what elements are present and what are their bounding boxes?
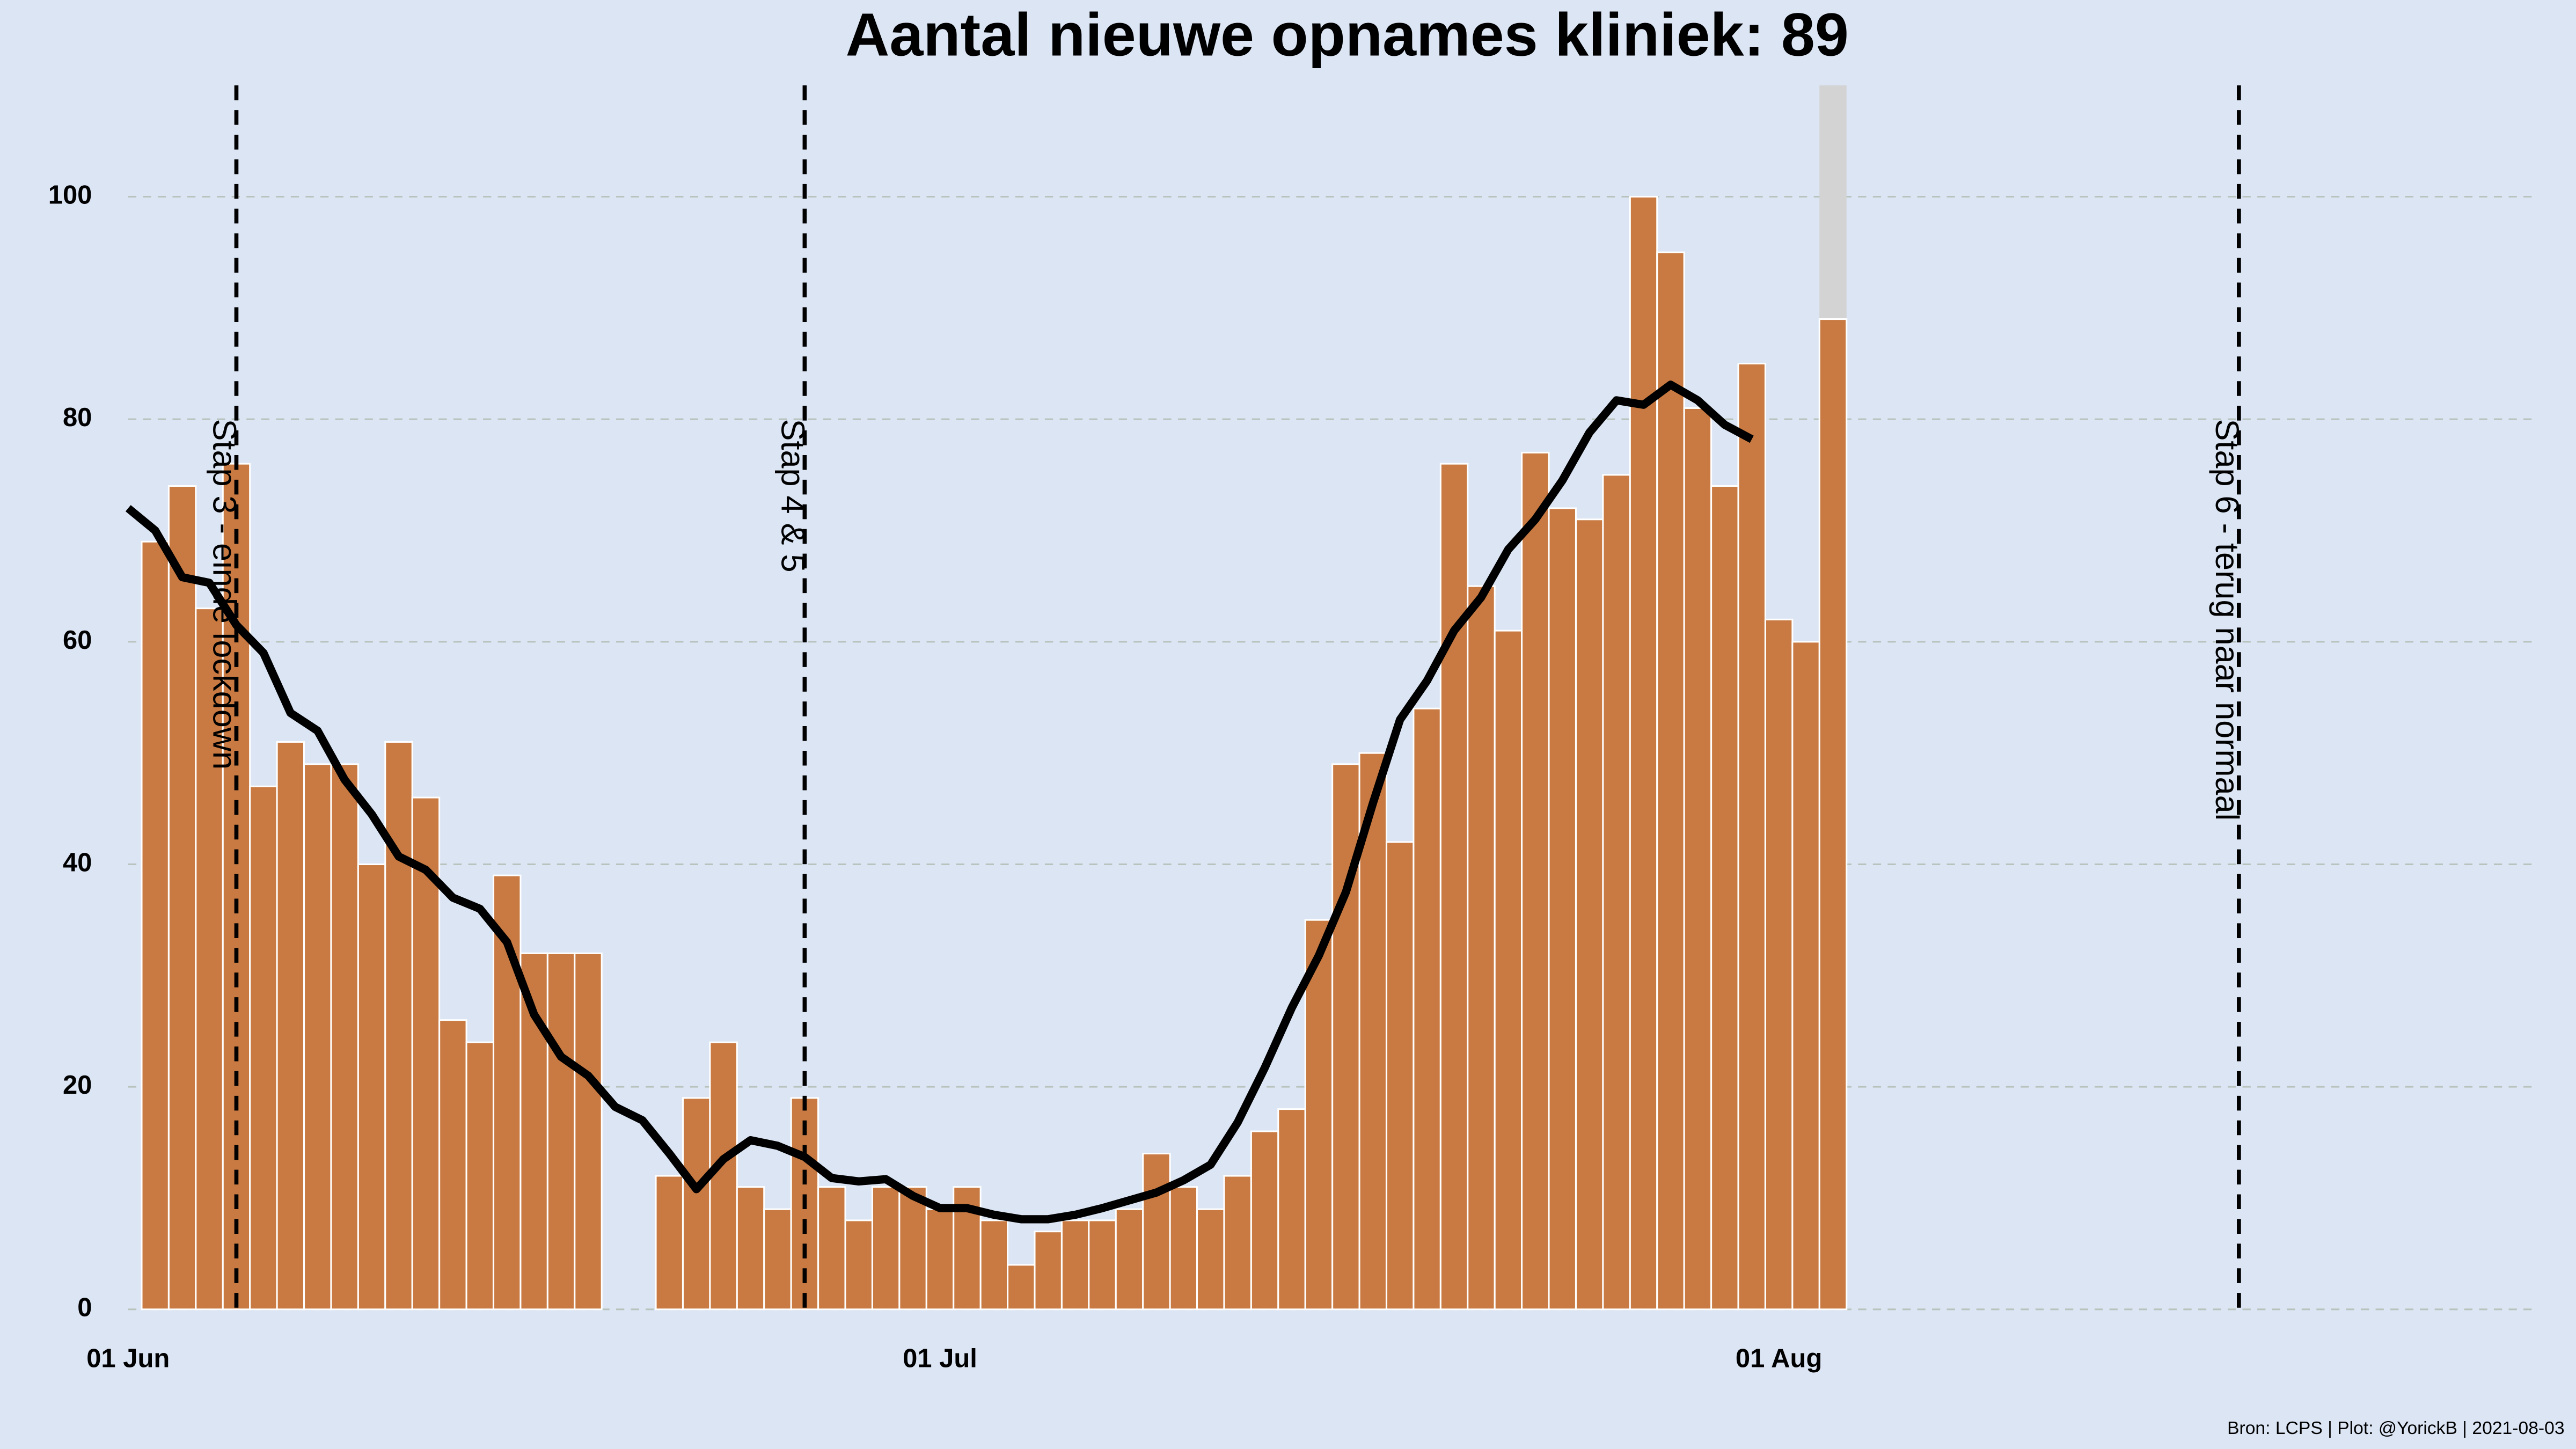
- y-tick-label: 0: [77, 1293, 92, 1322]
- x-tick-label: 01 Aug: [1736, 1344, 1822, 1373]
- annotation-label: Stap 6 - terug naar normaal: [2209, 419, 2245, 821]
- bar: [1791, 641, 1820, 1311]
- bar: [546, 952, 576, 1311]
- bar: [925, 1208, 955, 1311]
- bar: [465, 1041, 495, 1311]
- bar: [898, 1186, 927, 1311]
- bar: [438, 1019, 467, 1311]
- bar: [249, 785, 278, 1311]
- bar: [1385, 841, 1415, 1311]
- bar: [1764, 618, 1794, 1311]
- bar: [1088, 1219, 1117, 1311]
- bar: [1331, 763, 1360, 1311]
- bar: [1223, 1175, 1252, 1311]
- bar: [574, 952, 603, 1311]
- x-tick-label: 01 Jun: [86, 1344, 170, 1373]
- bar: [1818, 318, 1848, 1311]
- bar: [384, 741, 413, 1311]
- annotation-label: Stap 4 & 5: [775, 419, 811, 573]
- bar: [1710, 485, 1739, 1311]
- bar: [1115, 1208, 1144, 1311]
- y-tick-label: 80: [63, 403, 92, 432]
- bar: [167, 485, 197, 1311]
- y-tick-label: 20: [63, 1071, 92, 1100]
- bar: [357, 863, 386, 1311]
- bar: [1060, 1219, 1090, 1311]
- bar: [763, 1208, 792, 1311]
- y-tick-label: 100: [48, 180, 92, 209]
- bar: [1602, 474, 1631, 1311]
- y-tick-label: 60: [63, 626, 92, 655]
- bar: [1142, 1153, 1171, 1311]
- chart-title: Aantal nieuwe opnames kliniek: 89: [846, 1, 1849, 69]
- bar: [141, 540, 170, 1311]
- bar: [1250, 1130, 1279, 1311]
- line: [125, 380, 1754, 1224]
- caption: Bron: LCPS | Plot: @YorickB | 2021-08-03: [2227, 1418, 2565, 1438]
- bar: [844, 1219, 873, 1311]
- bar: [276, 741, 305, 1311]
- bar: [1575, 518, 1604, 1311]
- bar: [1439, 463, 1469, 1311]
- bar: [1304, 919, 1334, 1311]
- bar: [979, 1219, 1009, 1311]
- bar: [871, 1186, 901, 1311]
- bar: [1034, 1231, 1063, 1311]
- bar: [1548, 507, 1577, 1311]
- bar: [682, 1097, 711, 1311]
- bar: [1467, 585, 1496, 1311]
- bar: [1683, 407, 1713, 1311]
- bar: [817, 1186, 846, 1311]
- bar: [1007, 1264, 1036, 1311]
- bar: [736, 1186, 765, 1311]
- bar: [1629, 195, 1658, 1311]
- bar: [1277, 1108, 1306, 1311]
- bar: [1169, 1186, 1198, 1311]
- bar: [1521, 451, 1550, 1311]
- bar: [1494, 630, 1523, 1311]
- annotation-label: Stap 3 - einde lockdown: [207, 419, 243, 770]
- x-tick-label: 01 Jul: [903, 1344, 977, 1373]
- bar: [1737, 362, 1766, 1311]
- y-tick-label: 40: [63, 848, 92, 877]
- bar: [709, 1041, 738, 1311]
- bar: [303, 763, 332, 1311]
- bar: [655, 1175, 684, 1311]
- bar: [1656, 251, 1685, 1311]
- bar: [1413, 707, 1441, 1311]
- bar: [330, 763, 359, 1311]
- bar: [1196, 1208, 1225, 1311]
